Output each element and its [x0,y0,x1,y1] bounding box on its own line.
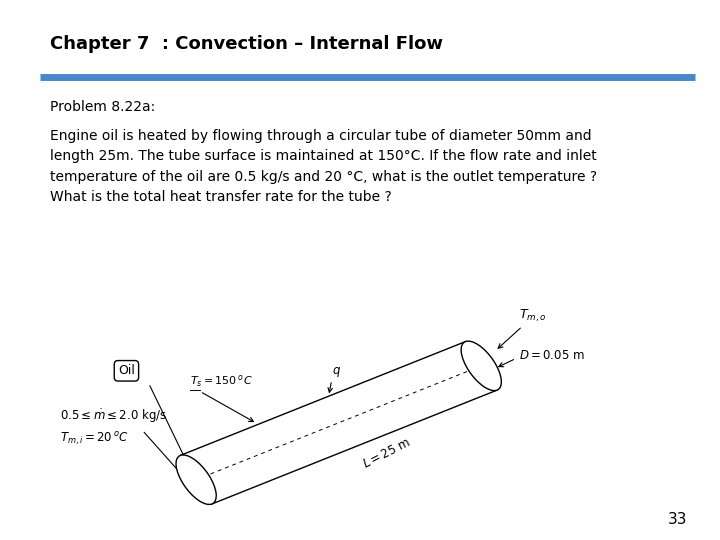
Text: 33: 33 [668,511,688,526]
Text: $T_s= 150\,^oC$: $T_s= 150\,^oC$ [191,373,253,389]
Text: What is the total heat transfer rate for the tube ?: What is the total heat transfer rate for… [50,190,392,204]
Ellipse shape [461,341,501,390]
Text: $T_{m,o}$: $T_{m,o}$ [519,307,547,324]
Text: Engine oil is heated by flowing through a circular tube of diameter 50mm and: Engine oil is heated by flowing through … [50,129,592,143]
Text: Chapter 7  : Convection – Internal Flow: Chapter 7 : Convection – Internal Flow [50,35,444,53]
Text: $T_{m,i} = 20\,^oC$: $T_{m,i} = 20\,^oC$ [60,430,129,448]
Text: $L = 25$ m: $L = 25$ m [360,436,413,471]
Text: $q$: $q$ [332,365,341,379]
Text: length 25m. The tube surface is maintained at 150°C. If the flow rate and inlet: length 25m. The tube surface is maintain… [50,149,597,163]
Text: temperature of the oil are 0.5 kg/s and 20 °C, what is the outlet temperature ?: temperature of the oil are 0.5 kg/s and … [50,170,598,184]
Polygon shape [180,342,497,504]
Text: Problem 8.22a:: Problem 8.22a: [50,100,156,114]
Text: $0.5 \leq \dot{m} \leq 2.0$ kg/s: $0.5 \leq \dot{m} \leq 2.0$ kg/s [60,408,167,426]
Text: $D = 0.05$ m: $D = 0.05$ m [519,349,585,362]
Ellipse shape [176,455,216,504]
Text: Oil: Oil [118,364,135,377]
